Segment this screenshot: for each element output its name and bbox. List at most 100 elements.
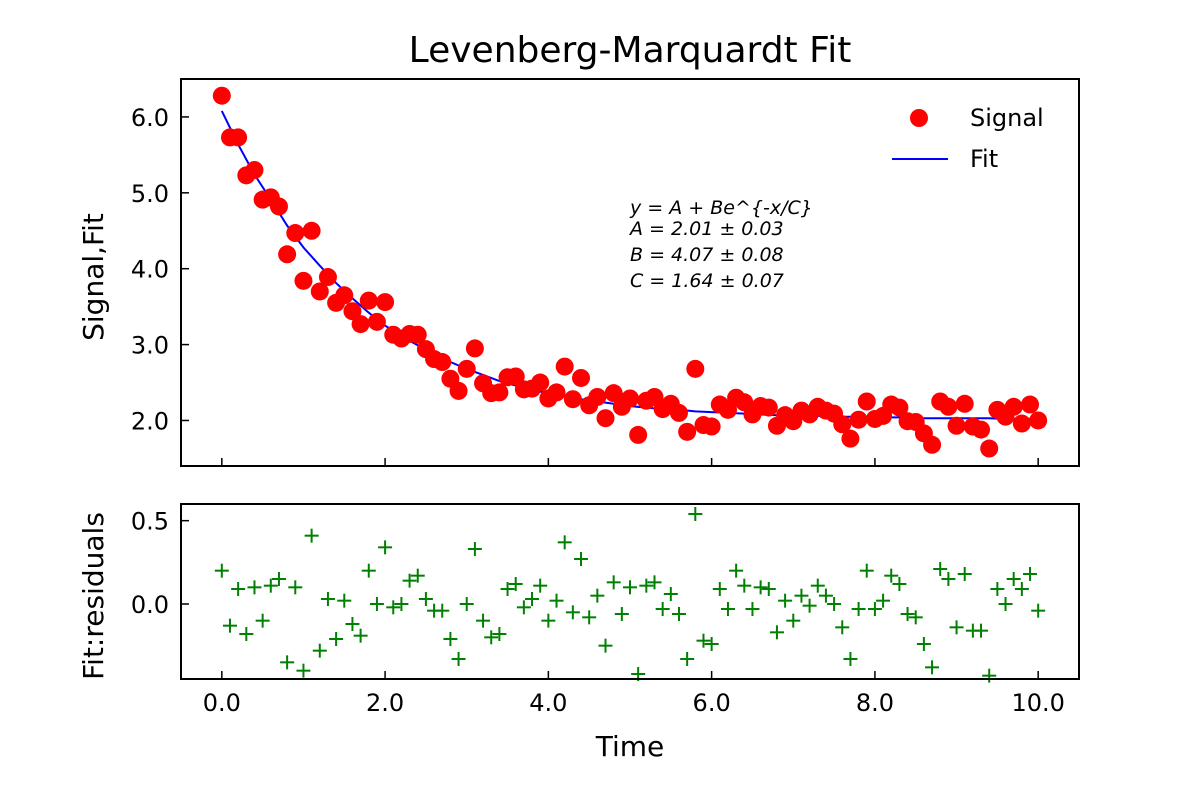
residual-point [843, 652, 858, 666]
residual-point [818, 588, 833, 603]
signal-point [433, 353, 452, 372]
annotation-equation: y = A + Be^{-x/C} [629, 197, 813, 219]
residual-point [908, 610, 923, 625]
signal-point [849, 410, 868, 429]
residual-point [639, 578, 654, 593]
residual-point [647, 575, 662, 590]
residual-point [925, 660, 940, 675]
residual-y-tick-label: 0.0 [131, 591, 169, 619]
main-y-tick-label: 5.0 [131, 180, 169, 208]
residual-point [263, 578, 278, 593]
residual-point [516, 600, 531, 615]
signal-point [1021, 395, 1040, 414]
residual-point [884, 568, 899, 583]
residual-point [239, 627, 254, 641]
residual-point [492, 627, 507, 641]
residual-point [214, 563, 229, 578]
main-panel: Levenberg-Marquardt Fit Signal,Fit 2.0 3.… [77, 30, 1080, 467]
main-y-axis-label: Signal,Fit [77, 213, 110, 341]
signal-point [318, 268, 337, 287]
signal-point [465, 339, 484, 358]
main-plot-frame [180, 78, 1080, 467]
signal-point [563, 390, 582, 409]
signal-point [531, 373, 550, 392]
residual-point [484, 630, 499, 645]
signal-point [572, 368, 591, 387]
annotation-param-a: A = 2.01 ± 0.03 [628, 218, 784, 240]
residual-y-tick-label: 0.5 [131, 508, 169, 536]
x-tick-label: 8.0 [856, 689, 894, 717]
residual-point [451, 652, 466, 666]
residual-point [320, 592, 335, 606]
residual-point [933, 562, 948, 576]
residual-point [410, 568, 425, 583]
signal-point [408, 325, 427, 344]
signal-point [629, 425, 648, 444]
residual-point [1006, 572, 1021, 586]
residual-point [337, 593, 352, 608]
signal-point [278, 245, 297, 264]
signal-point [294, 271, 313, 290]
residual-point [590, 588, 605, 603]
residual-point [1031, 603, 1046, 618]
signal-point [686, 359, 705, 378]
residual-point [729, 563, 744, 578]
residual-point [525, 592, 540, 606]
signal-point [335, 286, 354, 305]
signal-point [547, 383, 566, 402]
residual-point [606, 575, 621, 590]
signal-point [596, 409, 615, 428]
residual-point [231, 582, 246, 596]
signal-point [1029, 411, 1048, 430]
residual-point [500, 582, 515, 596]
signal-point [212, 86, 231, 105]
chart-title: Levenberg-Marquardt Fit [409, 30, 852, 71]
residual-point [761, 582, 776, 596]
residual-point [329, 632, 344, 646]
residual-point [982, 668, 997, 683]
legend-signal-marker [910, 109, 928, 127]
residual-point [663, 587, 678, 601]
residual-point [574, 552, 589, 566]
signal-point [310, 282, 329, 301]
fit-annotation: y = A + Be^{-x/C} A = 2.01 ± 0.03 B = 4.… [628, 197, 813, 292]
residual-point [712, 582, 727, 596]
residual-point [696, 633, 711, 648]
residual-point [271, 572, 286, 586]
residual-point [753, 580, 768, 595]
signal-point [457, 359, 476, 378]
signal-point [367, 312, 386, 331]
residual-point [386, 600, 401, 615]
residual-ticks: 0.0 0.5 0.0 2.0 4.0 6.0 8.0 10.0 [131, 508, 1065, 717]
residual-point [671, 607, 686, 621]
signal-point [890, 398, 909, 417]
signal-point [286, 224, 305, 243]
signal-points [212, 86, 1048, 458]
legend: Signal Fit [892, 104, 1044, 173]
residual-point [916, 637, 931, 651]
residual-point [720, 602, 735, 616]
signal-point [939, 397, 958, 416]
residual-point [549, 593, 564, 608]
residual-point [459, 597, 474, 611]
x-tick-label: 4.0 [529, 689, 567, 717]
signal-point [669, 403, 688, 422]
residual-point [288, 580, 303, 595]
residual-point [598, 638, 613, 653]
signal-point [1004, 397, 1023, 416]
residual-point [541, 613, 556, 628]
main-ticks: 2.0 3.0 4.0 5.0 6.0 [131, 104, 1039, 466]
residual-point [614, 607, 629, 621]
residual-point [394, 597, 409, 611]
residual-point [435, 603, 450, 618]
residual-point [835, 620, 850, 635]
signal-point [359, 291, 378, 310]
residual-point [990, 582, 1005, 596]
signal-point [841, 429, 860, 448]
residual-point [476, 613, 491, 628]
signal-point [621, 389, 639, 408]
signal-point [302, 221, 321, 240]
legend-signal-label: Signal [970, 104, 1044, 132]
x-tick-label: 6.0 [693, 689, 731, 717]
